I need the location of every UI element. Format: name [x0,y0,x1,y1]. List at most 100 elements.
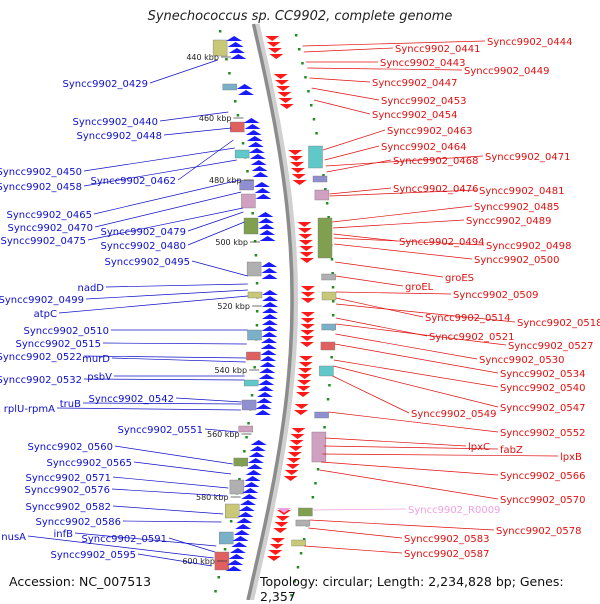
right-gene-label: Syncc9902_0570 [500,495,586,506]
right-gene-label: Syncc9902_0444 [487,37,573,48]
left-label-leader [177,139,234,181]
left-gene-label: murD [82,354,110,365]
left-label-leader [137,553,212,567]
left-label-leader [102,342,247,345]
right-gene-label: Syncc9902_0534 [500,369,586,380]
left-label-leader [83,159,237,187]
left-gene-label: Syncc9902_0440 [73,117,159,128]
backbone-tick [299,552,303,555]
forward-gene-arrow [243,118,260,123]
rna-feature [277,508,291,513]
reverse-gene-arrow [298,240,313,245]
left-label-leader [133,461,232,475]
forward-gene-arrow [244,476,261,481]
right-label-leader [335,303,516,323]
forward-gene-arrow [262,296,278,301]
reverse-gene-arrow [265,36,280,41]
left-gene-label: Syncc9902_0495 [105,257,191,268]
feature-block [246,351,261,361]
left-gene-label: Syncc9902_0532 [0,375,82,386]
left-gene-label: Syncc9902_0470 [8,223,94,234]
left-gene-label: Syncc9902_0522 [0,352,82,363]
backbone-tick [323,426,326,429]
forward-gene-arrow [228,554,245,559]
reverse-gene-arrow [291,174,306,179]
right-gene-label: Syncc9902_0498 [486,241,572,252]
right-label-leader [335,275,404,287]
left-label-leader [85,289,248,300]
left-gene-label: Syncc9902_0429 [63,79,149,90]
scale-mark-label: 520 kbp [217,302,250,311]
reverse-gene-arrow [296,392,310,397]
feature-block [317,217,333,259]
backbone-tick [324,188,327,191]
right-label-leader [333,237,485,246]
left-gene-label: Syncc9902_0479 [101,227,187,238]
scale-mark-label: 580 kbp [196,493,229,502]
reverse-gene-arrow [300,324,315,329]
backbone-tick [246,170,249,173]
right-gene-label: Syncc9902_0509 [453,290,539,301]
left-gene-label: Syncc9902_0565 [47,458,133,469]
right-gene-label: Syncc9902_0476 [393,184,479,195]
forward-gene-arrow [236,84,253,89]
feature-block [314,189,330,201]
backbone-tick [247,422,250,425]
right-label-leader [332,219,465,229]
reverse-gene-arrow [273,74,288,79]
right-label-leader [307,67,463,71]
feature-block [247,291,263,299]
forward-gene-arrow [226,36,243,41]
reverse-gene-arrow [296,386,311,391]
left-label-leader [58,295,249,314]
reverse-gene-arrow [301,292,315,297]
right-label-leader [333,359,499,388]
forward-gene-arrow [232,536,249,541]
left-label-leader [27,535,214,559]
left-gene-label: atpC [34,309,57,320]
reverse-gene-arrow [269,544,284,549]
right-label-leader [309,77,371,83]
feature-block [247,329,262,341]
forward-gene-arrow [227,42,244,47]
forward-gene-arrow [235,524,252,529]
reverse-gene-arrow [274,80,289,85]
left-gene-label: Syncc9902_0499 [0,295,84,306]
backbone-tick [326,398,330,401]
right-label-leader [302,40,486,47]
backbone-tick [322,174,325,177]
forward-gene-arrow [236,518,253,523]
left-label-leader [187,221,245,246]
reverse-gene-arrow [299,252,314,257]
right-label-leader [324,145,380,161]
reverse-gene-arrow [293,410,308,415]
backbone-tick [328,384,331,387]
feature-block [291,539,306,547]
backbone-tick [325,202,329,205]
reverse-gene-arrow [274,522,289,527]
forward-gene-arrow [253,182,270,187]
right-gene-label: Syncc9902_0489 [466,216,552,227]
forward-gene-arrow [246,464,263,469]
reverse-gene-arrow [267,556,281,561]
backbone-tick [307,90,310,93]
forward-gene-arrow [233,530,250,535]
backbone-tick [293,580,296,583]
forward-gene-arrow [250,160,267,165]
right-gene-label: groEL [405,282,434,293]
forward-gene-arrow [240,500,256,505]
left-label-leader [112,505,224,515]
backbone-tick [301,62,304,65]
forward-gene-arrow [243,482,260,487]
feature-block [241,399,257,411]
backbone-tick [330,356,333,359]
backbone-tick [255,324,259,327]
left-label-leader [83,378,245,381]
forward-gene-arrow [257,386,274,391]
backbone-tick [294,34,298,37]
reverse-gene-arrow [276,86,291,91]
feature-block [312,175,328,183]
backbone-tick [298,48,301,51]
left-gene-label: Syncc9902_0510 [24,326,110,337]
left-gene-label: Syncc9902_0595 [51,550,137,561]
